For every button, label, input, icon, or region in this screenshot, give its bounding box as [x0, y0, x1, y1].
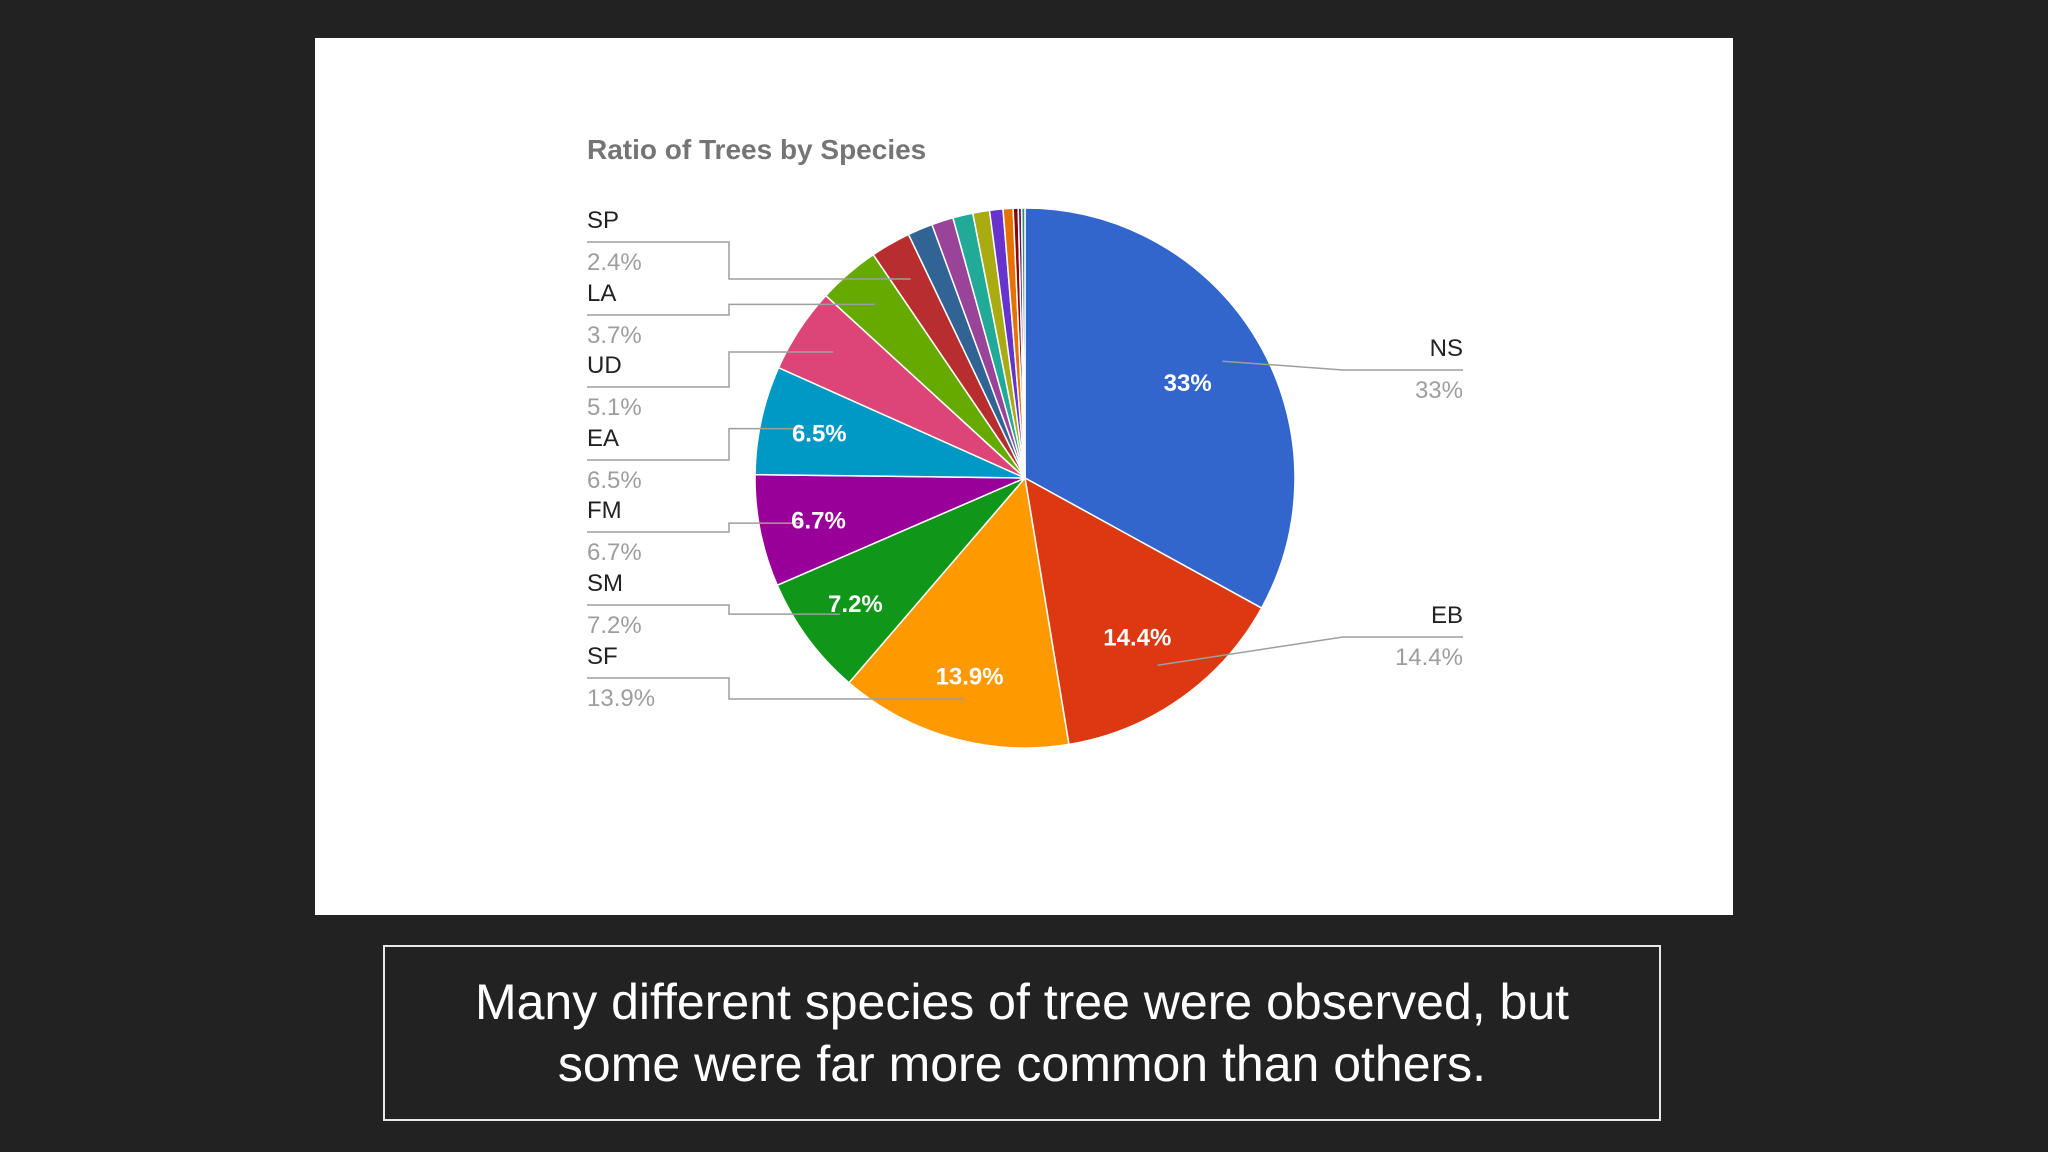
slice-value-label: 6.7%: [791, 507, 846, 534]
slice-percent-label: 2.4%: [587, 249, 642, 276]
slice-percent-label: 6.5%: [587, 467, 642, 494]
slice-value-label: 13.9%: [936, 664, 1004, 691]
pie-slices: [754, 207, 1296, 749]
slice-name-label: SM: [587, 570, 623, 597]
slice-name-label: NS: [1430, 335, 1463, 362]
slice-value-label: 14.4%: [1103, 625, 1171, 652]
slice-name-label: EA: [587, 425, 619, 452]
chart-title: Ratio of Trees by Species: [587, 134, 926, 165]
leader-line: [587, 241, 911, 280]
leader-line: [587, 351, 834, 388]
pie-slice-sf: [847, 476, 1070, 749]
slice-name-label: EB: [1431, 602, 1463, 629]
slice-percent-label: 6.7%: [587, 539, 642, 566]
pie-slice-ns: [1024, 207, 1296, 610]
slice-percent-label: 13.9%: [587, 685, 655, 712]
slice-percent-label: 14.4%: [1395, 644, 1463, 671]
slice-name-label: LA: [587, 280, 616, 307]
pie-slice-eb: [1024, 476, 1263, 746]
slice-name-label: SF: [587, 643, 618, 670]
slice-percent-label: 7.2%: [587, 612, 642, 639]
slice-value-label: 6.5%: [792, 421, 847, 448]
pie-slice-fm: [754, 473, 1026, 587]
leader-line: [587, 604, 841, 615]
chart-panel: Ratio of Trees by Species 33% 14.4% 13.9% 7…: [315, 38, 1733, 915]
slice-percent-label: 33%: [1415, 377, 1463, 404]
pie-chart: Ratio of Trees by Species 33% 14.4% 13.9% 7…: [587, 134, 1463, 749]
pie-slice-minor-17: [1020, 207, 1026, 479]
leader-line: [1222, 360, 1463, 371]
slice-percent-label: 3.7%: [587, 322, 642, 349]
slice-name-label: SP: [587, 207, 619, 234]
leader-lines: [587, 241, 1463, 700]
slice-value-labels: 33% 14.4% 13.9% 7.2% 6.7% 6.5%: [791, 370, 1212, 691]
leader-line: [1157, 636, 1463, 667]
slice-name-label: UD: [587, 352, 622, 379]
slice-value-label: 7.2%: [828, 591, 883, 618]
caption-text: Many different species of tree were obse…: [474, 974, 1570, 1092]
pie-slice-sm: [776, 477, 1026, 684]
caption-box: Many different species of tree were obse…: [383, 945, 1661, 1121]
leader-line: [587, 303, 875, 316]
slice-side-labels: NS 33% EB 14.4% SF 13.9% SM 7.2% FM 6.7% EA 6.5% UD 5…: [587, 207, 1463, 712]
slice-percent-label: 5.1%: [587, 394, 642, 421]
slice-name-label: FM: [587, 497, 622, 524]
leader-line: [587, 677, 964, 700]
leader-line: [587, 427, 801, 461]
leader-line: [587, 522, 800, 533]
slice-value-label: 33%: [1164, 370, 1212, 397]
pie-slice-ea: [754, 366, 1026, 479]
